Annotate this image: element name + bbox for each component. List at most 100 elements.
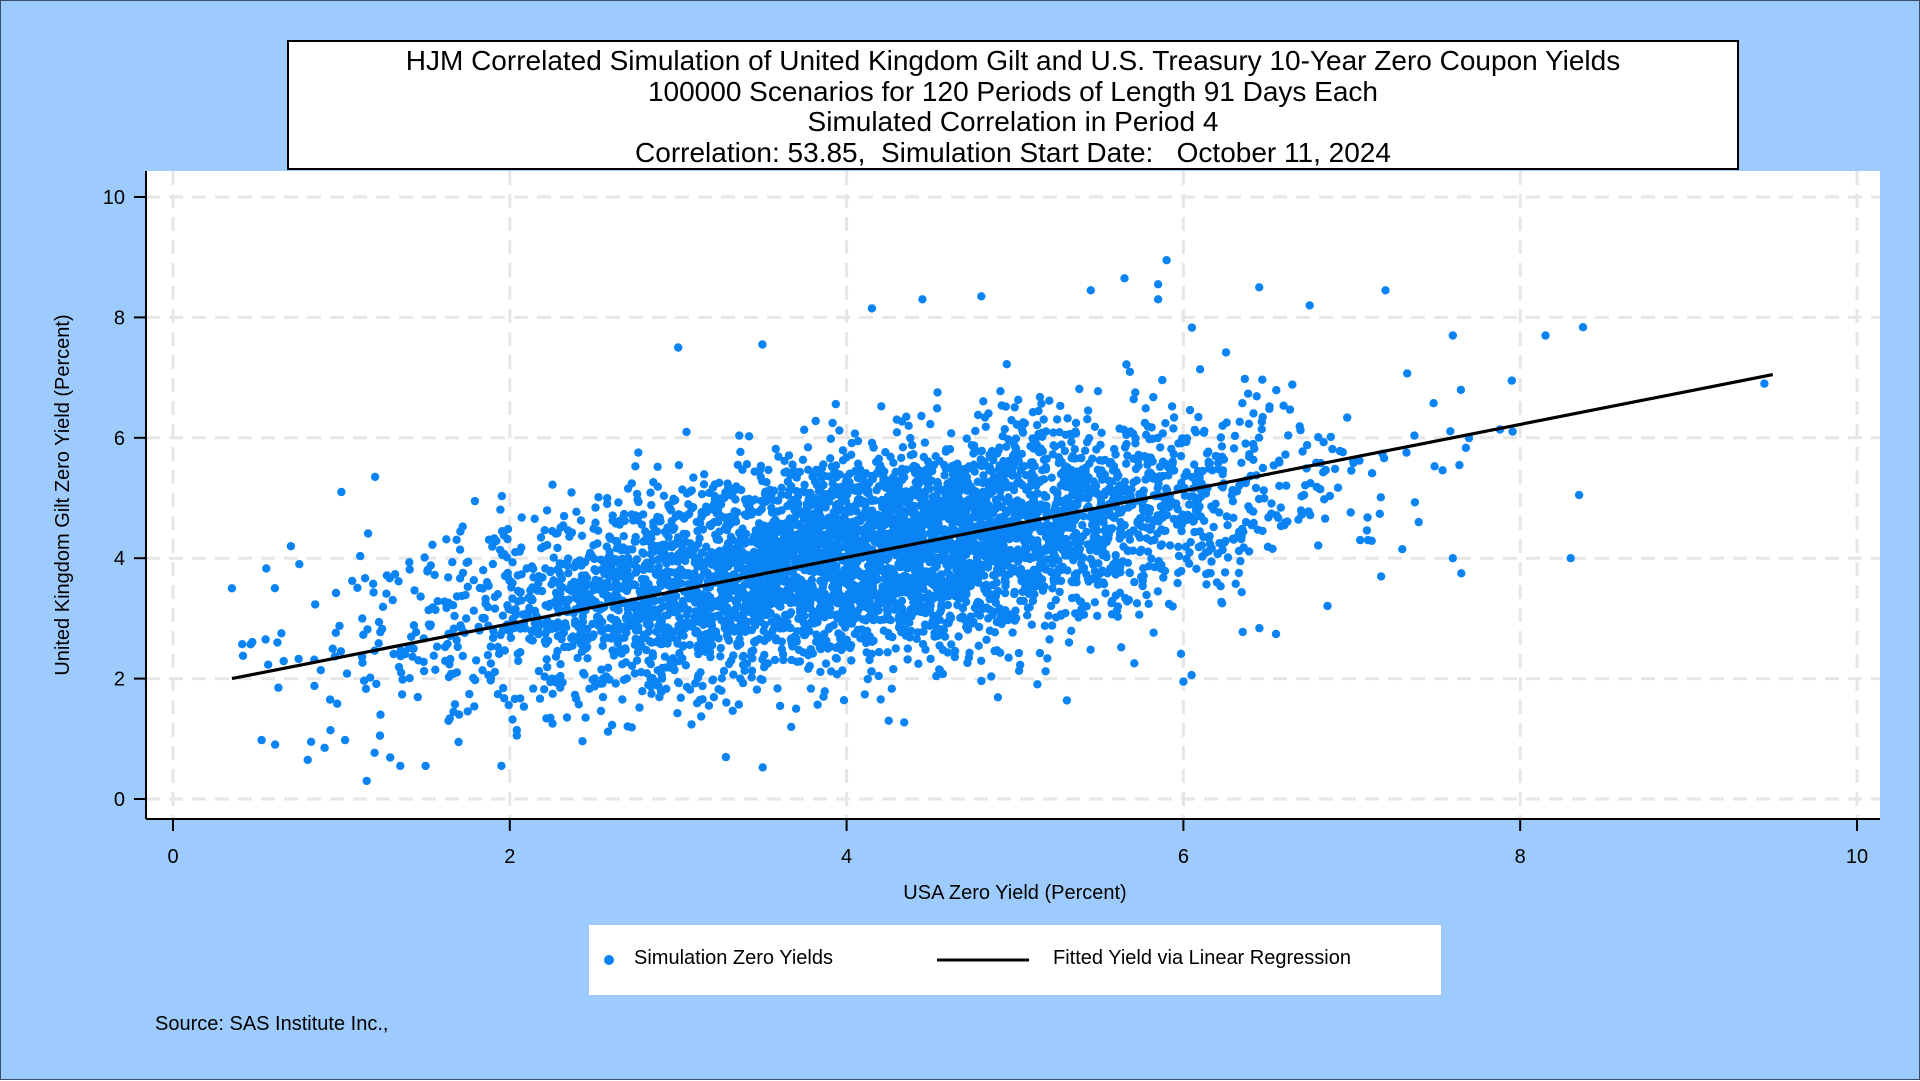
scatter-point (453, 668, 461, 676)
scatter-point (394, 577, 402, 585)
scatter-point (598, 618, 606, 626)
scatter-point (1068, 491, 1076, 499)
scatter-point (552, 530, 560, 538)
scatter-point (1126, 569, 1134, 577)
scatter-point (1135, 490, 1143, 498)
scatter-point (867, 577, 875, 585)
scatter-point (705, 702, 713, 710)
scatter-point (974, 578, 982, 586)
scatter-point (1339, 448, 1347, 456)
scatter-point (650, 547, 658, 555)
scatter-point (456, 546, 464, 554)
scatter-point (764, 659, 772, 667)
scatter-point (406, 565, 414, 573)
scatter-point (693, 699, 701, 707)
scatter-point (1041, 667, 1049, 675)
scatter-point (1165, 503, 1173, 511)
scatter-point (733, 508, 741, 516)
scatter-point (376, 731, 384, 739)
scatter-point (1112, 551, 1120, 559)
scatter-point (405, 558, 413, 566)
scatter-point (787, 634, 795, 642)
scatter-point (1071, 427, 1079, 435)
scatter-point (751, 467, 759, 475)
scatter-point (835, 426, 843, 434)
scatter-point (1235, 481, 1243, 489)
scatter-point (863, 569, 871, 577)
scatter-point (1114, 471, 1122, 479)
scatter-point (735, 700, 743, 708)
scatter-point (1217, 598, 1225, 606)
scatter-point (772, 445, 780, 453)
scatter-point (662, 530, 670, 538)
scatter-point (1018, 481, 1026, 489)
scatter-point (1190, 517, 1198, 525)
scatter-point (471, 497, 479, 505)
scatter-point (578, 624, 586, 632)
scatter-point (1040, 582, 1048, 590)
scatter-point (1411, 498, 1419, 506)
scatter-point (753, 685, 761, 693)
scatter-point (603, 494, 611, 502)
scatter-point (1095, 490, 1103, 498)
scatter-point (1099, 515, 1107, 523)
scatter-point (827, 488, 835, 496)
scatter-point (620, 676, 628, 684)
scatter-point (529, 684, 537, 692)
scatter-point (675, 613, 683, 621)
scatter-point (714, 685, 722, 693)
scatter-point (271, 584, 279, 592)
scatter-point (943, 590, 951, 598)
scatter-point (1255, 624, 1263, 632)
scatter-point (917, 412, 925, 420)
scatter-point (1101, 589, 1109, 597)
scatter-point (1235, 569, 1243, 577)
scatter-point (548, 481, 556, 489)
x-tick-label: 0 (167, 846, 178, 868)
scatter-point (1085, 577, 1093, 585)
scatter-point (363, 625, 371, 633)
scatter-point (1076, 495, 1084, 503)
scatter-point (613, 584, 621, 592)
scatter-point (1259, 464, 1267, 472)
scatter-point (1237, 459, 1245, 467)
scatter-point (1219, 470, 1227, 478)
scatter-point (632, 568, 640, 576)
scatter-point (792, 469, 800, 477)
scatter-point (977, 657, 985, 665)
scatter-point (733, 599, 741, 607)
scatter-point (1144, 548, 1152, 556)
scatter-point (844, 529, 852, 537)
scatter-point (1260, 486, 1268, 494)
scatter-point (933, 404, 941, 412)
plot-area (146, 171, 1880, 819)
scatter-point (944, 648, 952, 656)
scatter-point (757, 675, 765, 683)
scatter-point (902, 631, 910, 639)
scatter-point (756, 580, 764, 588)
scatter-point (642, 646, 650, 654)
scatter-point (1209, 523, 1217, 531)
scatter-point (1238, 588, 1246, 596)
scatter-point (908, 441, 916, 449)
scatter-point (591, 682, 599, 690)
scatter-point (1380, 454, 1388, 462)
scatter-point (902, 508, 910, 516)
scatter-point (1303, 441, 1311, 449)
scatter-point (1142, 591, 1150, 599)
scatter-point (942, 619, 950, 627)
scatter-point (1200, 427, 1208, 435)
scatter-point (1091, 481, 1099, 489)
scatter-point (1086, 646, 1094, 654)
scatter-point (982, 423, 990, 431)
scatter-point (756, 609, 764, 617)
scatter-point (1067, 577, 1075, 585)
scatter-point (498, 492, 506, 500)
scatter-point (604, 624, 612, 632)
scatter-point (537, 544, 545, 552)
scatter-point (1323, 602, 1331, 610)
scatter-point (1028, 499, 1036, 507)
scatter-point (1033, 421, 1041, 429)
scatter-point (540, 685, 548, 693)
